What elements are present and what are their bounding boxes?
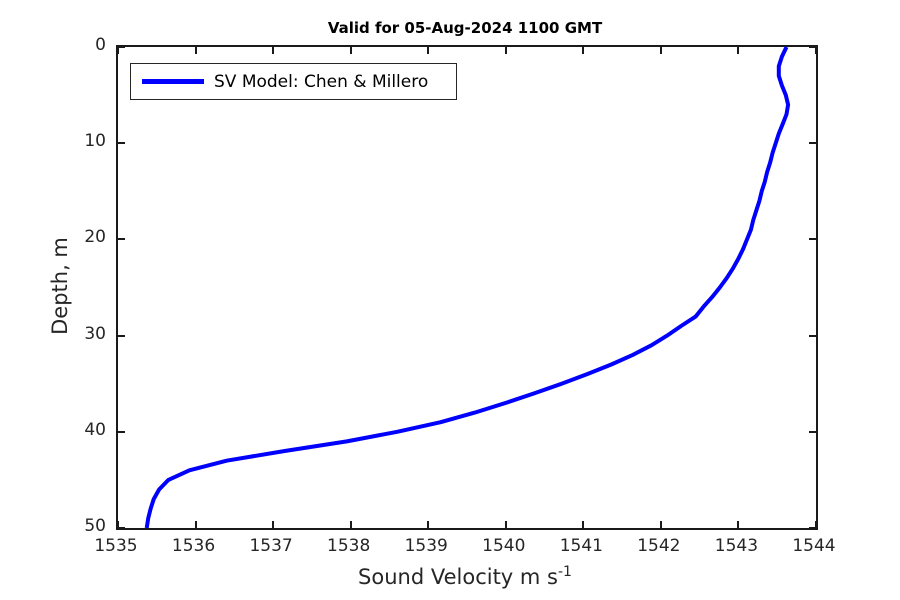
y-tick-mark bbox=[809, 430, 816, 433]
y-tick-label: 0 bbox=[95, 35, 106, 55]
x-axis-label: Sound Velocity m s-1 bbox=[116, 564, 814, 589]
y-tick-label: 30 bbox=[84, 323, 106, 344]
x-axis-label-superscript: -1 bbox=[557, 564, 572, 580]
x-tick-mark bbox=[504, 47, 507, 54]
x-tick-mark bbox=[582, 521, 585, 528]
y-tick-mark bbox=[118, 430, 125, 433]
x-tick-mark bbox=[427, 521, 430, 528]
plot-area bbox=[116, 45, 818, 530]
x-tick-mark bbox=[349, 521, 352, 528]
x-tick-mark bbox=[815, 521, 817, 528]
x-axis-label-text: Sound Velocity m s bbox=[358, 565, 558, 589]
y-tick-label: 40 bbox=[84, 419, 106, 440]
x-tick-label: 1542 bbox=[637, 536, 681, 556]
y-axis-label: Depth, m bbox=[48, 237, 72, 335]
x-tick-mark bbox=[272, 47, 275, 54]
y-tick-mark bbox=[118, 46, 125, 48]
y-tick-label: 20 bbox=[84, 227, 106, 248]
x-tick-label: 1535 bbox=[94, 536, 138, 556]
x-tick-mark bbox=[427, 47, 430, 54]
x-tick-mark bbox=[194, 521, 197, 528]
x-tick-mark bbox=[272, 521, 275, 528]
legend-line-sample bbox=[142, 79, 204, 84]
y-tick-mark bbox=[118, 334, 125, 337]
x-tick-mark bbox=[504, 521, 507, 528]
y-tick-mark bbox=[809, 142, 816, 145]
x-tick-mark bbox=[737, 47, 740, 54]
y-tick-mark bbox=[809, 334, 816, 337]
sv-profile-curve bbox=[144, 46, 791, 529]
y-tick-mark bbox=[809, 46, 816, 48]
y-tick-mark bbox=[118, 142, 125, 145]
x-tick-label: 1540 bbox=[482, 536, 526, 556]
legend-entry-label: SV Model: Chen & Millero bbox=[214, 71, 429, 92]
y-tick-label: 50 bbox=[84, 516, 106, 536]
y-tick-mark bbox=[809, 527, 816, 529]
x-tick-label: 1537 bbox=[249, 536, 293, 556]
x-tick-mark bbox=[659, 521, 662, 528]
x-tick-mark bbox=[117, 521, 119, 528]
chart-title: Valid for 05-Aug-2024 1100 GMT bbox=[327, 19, 603, 37]
y-tick-mark bbox=[809, 238, 816, 241]
y-tick-mark bbox=[118, 238, 125, 241]
legend-box: SV Model: Chen & Millero bbox=[130, 63, 457, 100]
x-tick-label: 1538 bbox=[327, 536, 371, 556]
y-tick-label: 10 bbox=[84, 131, 106, 152]
x-tick-mark bbox=[737, 521, 740, 528]
x-tick-label: 1543 bbox=[714, 536, 759, 556]
x-tick-label: 1536 bbox=[171, 536, 216, 556]
x-tick-label: 1544 bbox=[792, 536, 836, 556]
x-tick-mark bbox=[194, 47, 197, 54]
x-tick-mark bbox=[815, 47, 817, 54]
y-tick-mark bbox=[118, 527, 125, 529]
x-tick-mark bbox=[117, 47, 119, 54]
x-tick-label: 1539 bbox=[404, 536, 448, 556]
x-tick-mark bbox=[349, 47, 352, 54]
x-tick-mark bbox=[582, 47, 585, 54]
x-tick-label: 1541 bbox=[559, 536, 603, 556]
sv-profile-svg bbox=[144, 46, 791, 529]
x-tick-mark bbox=[659, 47, 662, 54]
